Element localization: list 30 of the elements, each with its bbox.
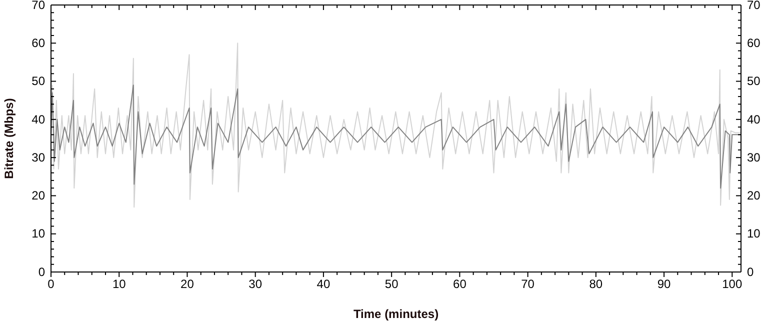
x-tick-label: 50	[384, 277, 399, 292]
y2-tick-label: 60	[747, 36, 761, 50]
y2-tick-label: 0	[747, 264, 754, 279]
x-axis-title: Time (minutes)	[353, 307, 439, 321]
x-tick-label: 30	[248, 277, 262, 292]
y2-tick-label: 30	[747, 150, 761, 164]
y-tick-label: 50	[32, 74, 46, 88]
y-tick-label: 0	[38, 264, 46, 279]
x-tick-label: 100	[722, 277, 742, 292]
x-tick-label: 90	[657, 277, 672, 292]
y2-tick-label: 70	[747, 0, 761, 12]
x-tick-label: 80	[589, 277, 603, 292]
x-tick-label: 60	[453, 277, 467, 292]
y-tick-label: 60	[32, 36, 46, 50]
y2-tick-label: 10	[747, 226, 761, 241]
y-tick-label: 20	[32, 188, 46, 203]
y2-tick-label: 50	[747, 74, 761, 88]
y-tick-label: 40	[32, 112, 46, 126]
line-series	[50, 42, 742, 208]
x-tick-label: 70	[521, 277, 535, 292]
y-tick-label: 10	[32, 226, 46, 241]
x-tick-label: 10	[112, 277, 126, 292]
x-tick-label: 20	[180, 277, 194, 292]
x-tick-label: 0	[48, 277, 55, 292]
x-tick-label: 40	[316, 277, 330, 292]
y2-tick-label: 40	[747, 112, 761, 126]
y-axis-title: Bitrate (Mbps)	[2, 98, 16, 179]
y-tick-label: 30	[32, 150, 46, 164]
y-tick-label: 70	[32, 0, 46, 12]
y2-tick-label: 20	[747, 188, 761, 203]
